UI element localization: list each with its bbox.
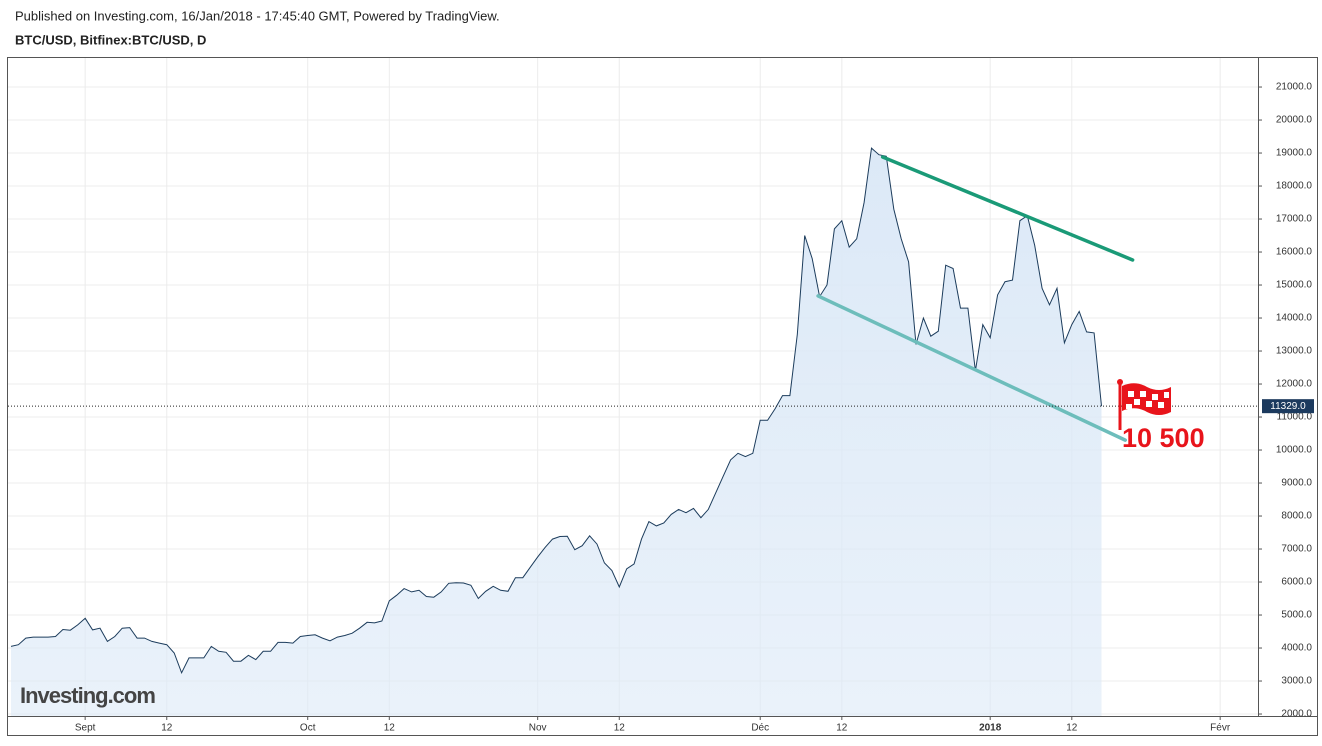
y-tick-label: 17000.0 — [1276, 214, 1313, 225]
x-tick-label: 12 — [614, 723, 626, 734]
y-tick-label: 21000.0 — [1276, 82, 1313, 93]
x-tick-label: 12 — [836, 723, 848, 734]
published-line: Published on Investing.com, 16/Jan/2018 … — [15, 8, 500, 23]
y-tick-label: 14000.0 — [1276, 313, 1313, 324]
y-tick-label: 9000.0 — [1281, 478, 1312, 489]
axes: 2000.0 3000.0 4000.0 5000.0 6000.0 7000.0 8000… — [75, 82, 1314, 734]
x-tick-label: 12 — [1066, 723, 1078, 734]
y-tick-label: 20000.0 — [1276, 115, 1313, 126]
y-tick-label: 6000.0 — [1281, 577, 1312, 588]
y-tick-label: 7000.0 — [1281, 544, 1312, 555]
x-tick-label: 12 — [384, 723, 396, 734]
x-tick-label: Déc — [751, 723, 769, 734]
watermark: Investing.com — [20, 683, 155, 708]
y-tick-label: 4000.0 — [1281, 643, 1312, 654]
target-label: 10 500 — [1122, 423, 1205, 453]
x-tick-label: Nov — [529, 723, 547, 734]
area — [11, 148, 1102, 717]
y-tick-label: 19000.0 — [1276, 148, 1313, 159]
y-tick-label: 12000.0 — [1276, 379, 1313, 390]
x-tick-label: Sept — [75, 723, 96, 734]
price-line — [10, 147, 1102, 675]
symbol-line: BTC/USD, Bitfinex:BTC/USD, D — [15, 32, 206, 47]
y-tick-label: 18000.0 — [1276, 181, 1313, 192]
frame — [7, 57, 1318, 736]
x-tick-label: 12 — [161, 723, 173, 734]
trendline — [816, 294, 1127, 442]
trendline — [880, 155, 1135, 262]
y-tick-label: 10000.0 — [1276, 445, 1313, 456]
last-price-label: 11329.0 — [1270, 401, 1306, 412]
x-tick-label: Févr — [1210, 723, 1231, 734]
y-tick-label: 13000.0 — [1276, 346, 1313, 357]
y-tick-label: 15000.0 — [1276, 280, 1313, 291]
y-tick-label: 16000.0 — [1276, 247, 1313, 258]
last-price-box — [1262, 399, 1314, 414]
y-tick-label: 2000.0 — [1281, 709, 1312, 720]
y-tick-label: 5000.0 — [1281, 610, 1312, 621]
y-tick-label: 11000.0 — [1277, 412, 1313, 423]
y-tick-label: 3000.0 — [1281, 676, 1312, 687]
plot — [8, 147, 1258, 717]
flag-icon — [1117, 379, 1171, 430]
x-tick-label: 2018 — [979, 723, 1002, 734]
y-tick-label: 8000.0 — [1281, 511, 1312, 522]
x-tick-label: Oct — [300, 723, 316, 734]
